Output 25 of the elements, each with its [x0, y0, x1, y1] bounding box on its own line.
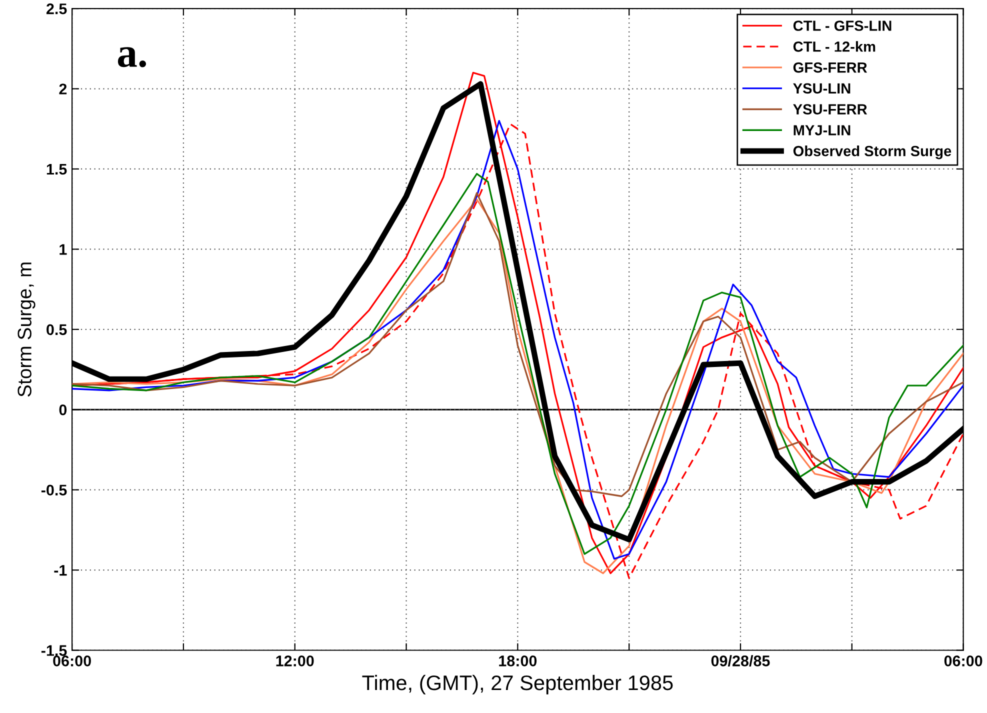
x-tick-label: 06:00: [53, 656, 91, 666]
x-tick-label: 18:00: [499, 656, 537, 666]
y-tick-label: 0: [59, 404, 67, 416]
x-tick-label: 12:00: [276, 656, 314, 666]
y-tick-label: -0.5: [41, 484, 67, 496]
line-series: [72, 192, 964, 498]
x-tick-label: 09/28/85: [711, 655, 770, 666]
y-tick-label: 1.5: [46, 164, 67, 175]
legend-label: MYJ-LIN: [794, 125, 850, 136]
y-tick-label: -1.5: [41, 645, 67, 656]
y-tick-label: 2.5: [46, 3, 67, 14]
y-tick-label: 2: [59, 84, 67, 94]
y-tick-label: -1: [54, 565, 67, 576]
y-tick-label: 0.5: [46, 324, 67, 336]
legend-label: CTL - GFS-LIN: [793, 20, 892, 31]
annotation: a.: [118, 47, 146, 68]
legend-label: GFS-FERR: [793, 62, 868, 73]
x-tick-label: 06:00: [944, 656, 982, 666]
legend-label: CTL - 12-km: [793, 41, 876, 52]
legend-label: Observed Storm Surge: [793, 146, 952, 160]
legend-label: YSU-FERR: [793, 104, 868, 114]
x-axis-title: Time, (GMT), 27 September 1985: [362, 674, 673, 694]
y-tick-label: 1: [60, 244, 67, 255]
y-axis-title: Storm Surge, m: [18, 262, 36, 397]
legend-label: YSU-LIN: [793, 83, 850, 94]
